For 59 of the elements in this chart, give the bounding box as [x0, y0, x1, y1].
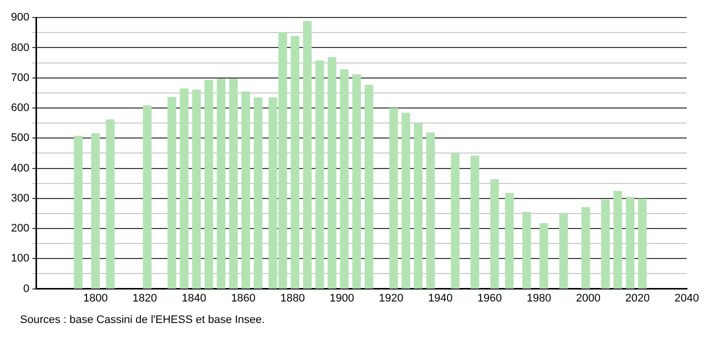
bar — [216, 78, 226, 289]
x-tick-label: 1800 — [83, 292, 108, 304]
bar — [91, 133, 100, 289]
source-note: Sources : base Cassini de l'EHESS et base Insee. — [20, 314, 266, 326]
bar — [638, 198, 647, 289]
x-tick-label: 1840 — [182, 292, 206, 304]
y-tick-label: 200 — [10, 222, 30, 235]
bar — [601, 200, 610, 289]
y-tick-label: 900 — [10, 12, 30, 24]
bar — [168, 96, 176, 289]
x-tick-label: 1980 — [526, 292, 552, 304]
bar — [389, 108, 398, 289]
y-tick-label: 100 — [10, 252, 30, 265]
bar — [490, 179, 499, 289]
bar — [74, 136, 83, 289]
x-tick-label: 1880 — [280, 292, 305, 304]
x-tick-label: 2000 — [576, 292, 600, 304]
bar — [315, 60, 324, 289]
bar — [241, 91, 250, 289]
y-tick-label: 300 — [10, 192, 30, 204]
bar — [142, 105, 152, 289]
bar — [364, 84, 374, 289]
bar — [352, 74, 361, 289]
x-tick-label: 1860 — [231, 292, 256, 304]
x-tick-label: 1940 — [428, 292, 453, 304]
bar — [106, 119, 115, 289]
bar — [626, 196, 634, 289]
bar — [340, 69, 349, 289]
y-tick-label: 800 — [10, 42, 30, 54]
bar — [192, 90, 201, 289]
y-tick-label: 0 — [23, 282, 30, 295]
bar — [450, 153, 460, 289]
y-tick-label: 400 — [10, 162, 30, 174]
y-tick-label: 700 — [10, 72, 30, 84]
y-tick-label: 600 — [10, 102, 30, 114]
x-tick-label: 2020 — [625, 292, 650, 304]
bar — [254, 97, 262, 289]
bar — [581, 207, 590, 289]
x-tick-label: 1960 — [477, 292, 502, 304]
bar — [559, 212, 568, 289]
bar — [180, 88, 189, 289]
bar — [522, 212, 531, 289]
x-tick-label: 1920 — [378, 292, 404, 304]
x-tick-label: 1820 — [132, 292, 157, 304]
bar — [426, 132, 435, 289]
bar — [414, 123, 423, 289]
bar — [303, 20, 312, 289]
bar — [229, 78, 238, 289]
bar — [505, 192, 514, 289]
bar — [470, 156, 480, 289]
bar — [613, 190, 622, 289]
x-tick-label: 2040 — [674, 292, 700, 304]
x-tick-label: 1900 — [330, 292, 354, 304]
y-tick-label: 500 — [10, 132, 30, 144]
bar — [204, 80, 214, 289]
bar — [290, 36, 300, 289]
bar — [540, 223, 548, 289]
bar — [328, 57, 336, 289]
bar — [402, 112, 410, 289]
